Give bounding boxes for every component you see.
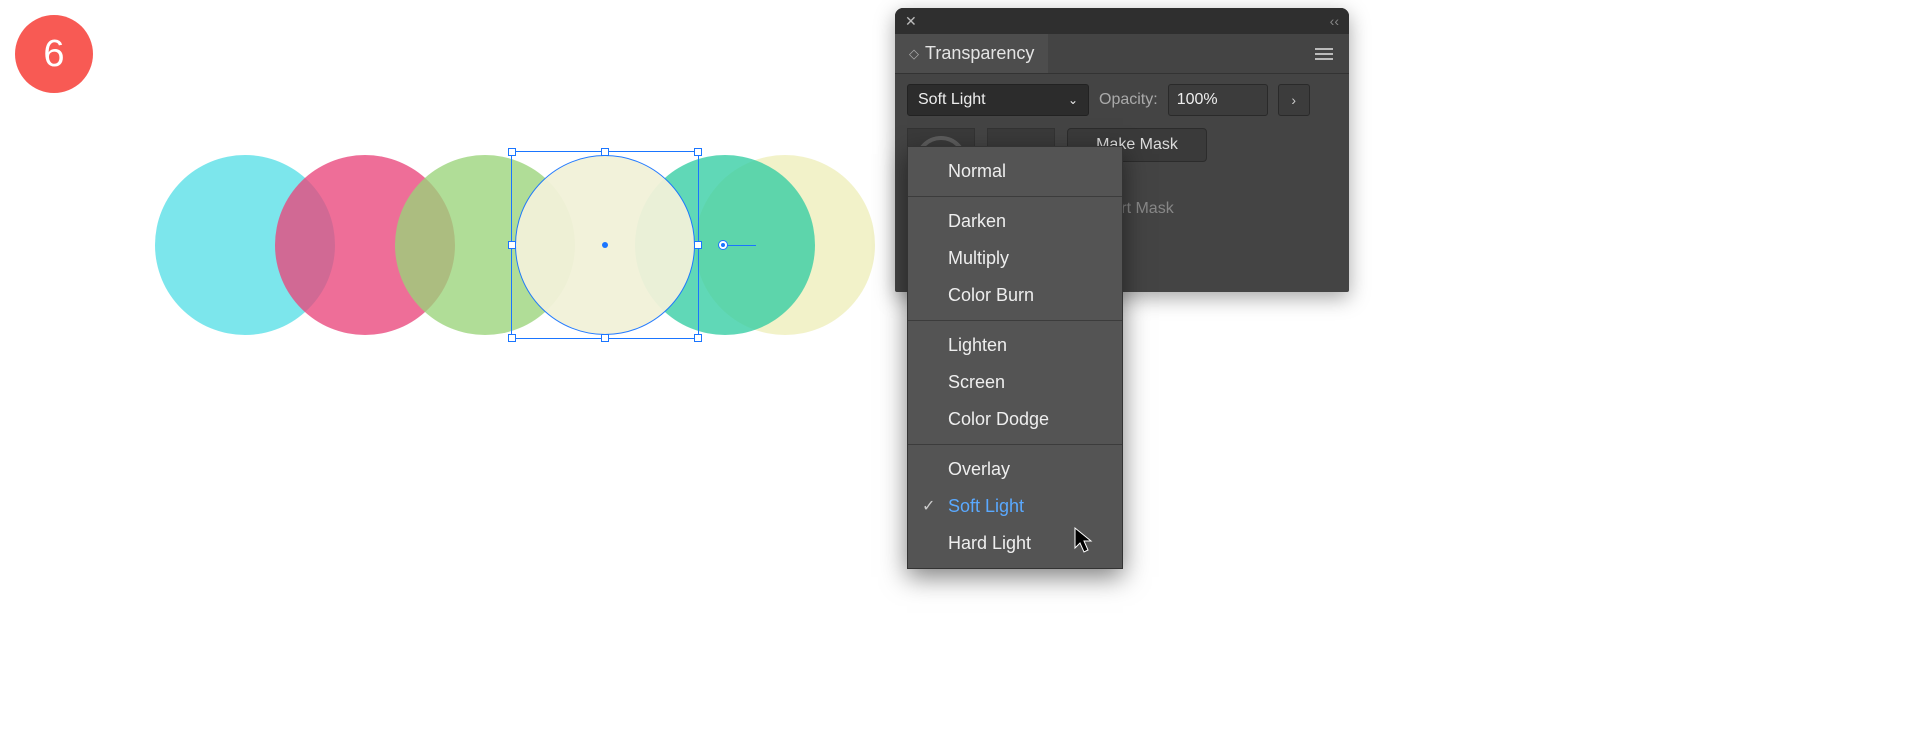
blend-mode-option[interactable]: Lighten	[908, 327, 1122, 364]
tab-transparency[interactable]: ◇ Transparency	[895, 34, 1048, 73]
menu-separator	[908, 444, 1122, 445]
blend-mode-option[interactable]: Darken	[908, 203, 1122, 240]
blend-mode-option[interactable]: Color Dodge	[908, 401, 1122, 438]
resize-handle[interactable]	[508, 148, 516, 156]
blend-mode-selected-label: Soft Light	[918, 91, 986, 109]
blend-mode-option[interactable]: Screen	[908, 364, 1122, 401]
panel-menu-icon[interactable]	[1309, 42, 1339, 66]
panel-flip-icon[interactable]: ◇	[909, 46, 919, 62]
blend-mode-option[interactable]: Color Burn	[908, 277, 1122, 314]
blend-opacity-row: Soft Light ⌄ Opacity: 100% ›	[895, 74, 1349, 122]
opacity-value: 100%	[1177, 91, 1218, 109]
artboard-canvas[interactable]	[155, 155, 895, 355]
panel-titlebar[interactable]: ✕ ‹‹	[895, 8, 1349, 34]
resize-handle[interactable]	[508, 334, 516, 342]
blend-mode-dropdown[interactable]: Soft Light ⌄	[907, 84, 1089, 116]
chevron-down-icon: ⌄	[1068, 93, 1078, 107]
transparency-panel: ✕ ‹‹ ◇ Transparency Soft Light ⌄ Opacity…	[895, 8, 1349, 292]
panel-title: Transparency	[925, 43, 1034, 64]
close-icon[interactable]: ✕	[905, 13, 917, 30]
resize-handle[interactable]	[694, 148, 702, 156]
blend-mode-option[interactable]: Normal	[908, 153, 1122, 190]
menu-separator	[908, 320, 1122, 321]
resize-handle[interactable]	[601, 334, 609, 342]
opacity-label: Opacity:	[1099, 91, 1158, 109]
opacity-input[interactable]: 100%	[1168, 84, 1268, 116]
blend-mode-option[interactable]: Hard Light	[908, 525, 1122, 562]
blend-mode-option-selected[interactable]: Soft Light	[908, 488, 1122, 525]
blend-mode-option[interactable]: Multiply	[908, 240, 1122, 277]
step-badge: 6	[15, 15, 93, 93]
menu-separator	[908, 196, 1122, 197]
blend-mode-option[interactable]: Overlay	[908, 451, 1122, 488]
step-number: 6	[43, 33, 64, 76]
resize-handle[interactable]	[694, 334, 702, 342]
opacity-slider-toggle[interactable]: ›	[1278, 84, 1310, 116]
circle-shape-selected[interactable]	[515, 155, 695, 335]
panel-tab-row: ◇ Transparency	[895, 34, 1349, 74]
blend-mode-menu[interactable]: Normal Darken Multiply Color Burn Lighte…	[907, 146, 1123, 569]
chevron-right-icon: ›	[1291, 92, 1296, 108]
collapse-icon[interactable]: ‹‹	[1330, 13, 1339, 29]
